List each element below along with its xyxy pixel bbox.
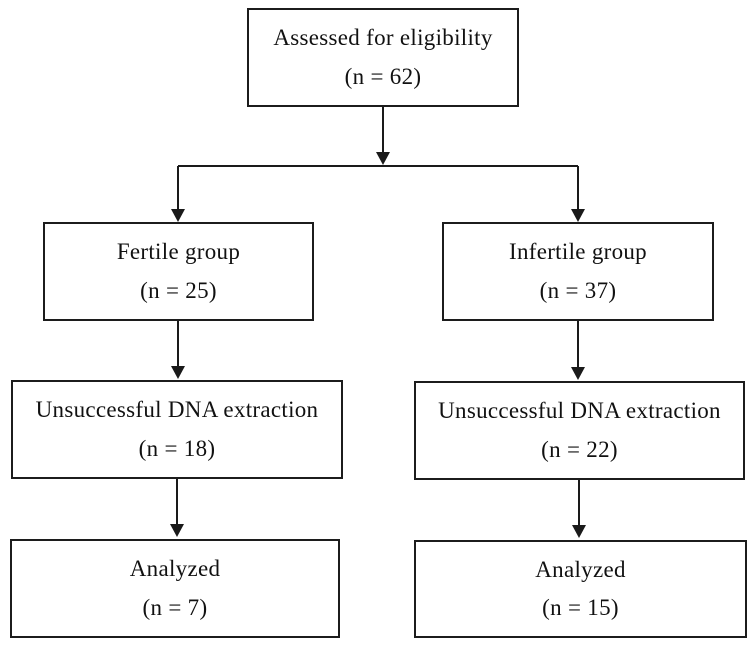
node-fertile-analyzed: Analyzed (n = 7) bbox=[10, 539, 340, 638]
node-label: Analyzed bbox=[535, 556, 626, 582]
node-infertile-unsuccessful-dna: Unsuccessful DNA extraction (n = 22) bbox=[414, 381, 745, 480]
node-infertile-analyzed: Analyzed (n = 15) bbox=[414, 540, 747, 638]
node-count: (n = 22) bbox=[541, 436, 618, 462]
node-count: (n = 18) bbox=[138, 435, 216, 461]
arrowhead-infertile-dna bbox=[571, 367, 585, 380]
node-label: Unsuccessful DNA extraction bbox=[35, 397, 319, 423]
node-label: Analyzed bbox=[129, 556, 221, 582]
arrowhead-assessed-down bbox=[376, 152, 390, 165]
arrowhead-fertile-analyzed bbox=[170, 524, 184, 537]
node-fertile-unsuccessful-dna: Unsuccessful DNA extraction (n = 18) bbox=[11, 380, 343, 479]
node-assessed: Assessed for eligibility (n = 62) bbox=[247, 8, 519, 107]
arrowhead-fertile bbox=[171, 209, 185, 222]
node-label: Fertile group bbox=[116, 239, 241, 265]
arrowhead-infertile-analyzed bbox=[572, 525, 586, 538]
node-count: (n = 25) bbox=[140, 277, 217, 303]
node-count: (n = 62) bbox=[344, 63, 422, 89]
node-label: Assessed for eligibility bbox=[273, 25, 493, 51]
node-label: Unsuccessful DNA extraction bbox=[438, 398, 721, 424]
arrowhead-infertile bbox=[571, 209, 585, 222]
node-count: (n = 7) bbox=[142, 594, 208, 620]
node-count: (n = 37) bbox=[539, 277, 617, 303]
node-infertile-group: Infertile group (n = 37) bbox=[442, 222, 714, 321]
arrowhead-fertile-dna bbox=[171, 366, 185, 379]
node-fertile-group: Fertile group (n = 25) bbox=[43, 222, 314, 321]
node-label: Infertile group bbox=[509, 239, 647, 265]
node-count: (n = 15) bbox=[542, 595, 619, 620]
